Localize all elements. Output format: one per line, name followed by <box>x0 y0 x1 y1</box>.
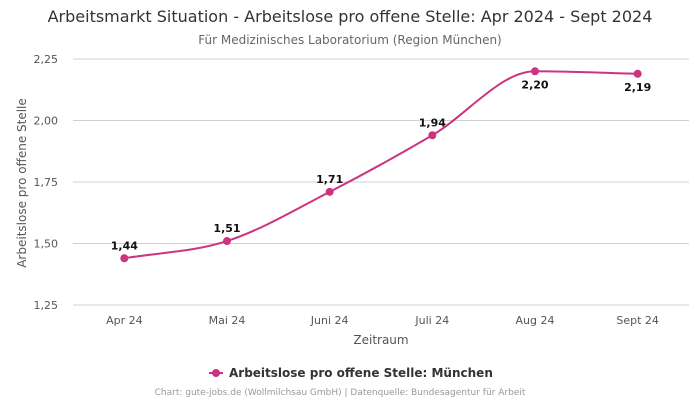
y-tick-labels: 1,25 1,50 1,75 2,00 2,25 <box>34 53 59 312</box>
y-axis-label: Arbeitslose pro offene Stelle <box>15 98 29 268</box>
x-tick-label: Juli 24 <box>414 314 449 327</box>
data-point[interactable] <box>223 237 231 246</box>
x-tick-label: Juni 24 <box>310 314 349 327</box>
data-label: 1,94 <box>419 116 446 129</box>
y-tick-label: 1,75 <box>34 176 59 189</box>
x-tick-label: Apr 24 <box>106 314 143 327</box>
data-point[interactable] <box>120 254 129 263</box>
x-tick-label: Aug 24 <box>516 314 555 327</box>
data-point[interactable] <box>428 131 437 140</box>
x-tick-label: Sept 24 <box>616 314 659 327</box>
data-point[interactable] <box>633 69 642 78</box>
chart-title: Arbeitsmarkt Situation - Arbeitslose pro… <box>48 7 653 26</box>
data-labels: 1,44 1,51 1,71 1,94 2,20 2,19 <box>111 78 651 252</box>
x-tick-label: Mai 24 <box>209 314 246 327</box>
data-label: 2,20 <box>521 78 548 91</box>
data-label: 1,51 <box>213 222 240 235</box>
legend[interactable]: Arbeitslose pro offene Stelle: München <box>209 366 493 380</box>
legend-label[interactable]: Arbeitslose pro offene Stelle: München <box>229 366 493 380</box>
series-layer <box>120 67 642 263</box>
y-tick-label: 1,25 <box>34 299 59 312</box>
chart-credit: Chart: gute-jobs.de (Wollmilchsau GmbH) … <box>155 388 526 398</box>
data-label: 2,19 <box>624 81 651 94</box>
y-tick-label: 2,00 <box>34 115 59 128</box>
data-label: 1,71 <box>316 173 343 186</box>
data-label: 1,44 <box>111 239 138 252</box>
data-point[interactable] <box>325 187 334 196</box>
series-line <box>124 70 638 260</box>
x-tick-labels: Apr 24 Mai 24 Juni 24 Juli 24 Aug 24 Sept 24 <box>106 314 659 327</box>
grid-lines <box>73 58 689 306</box>
chart-subtitle: Für Medizinisches Laboratorium (Region M… <box>198 33 502 47</box>
data-point[interactable] <box>531 67 539 76</box>
y-tick-label: 1,50 <box>34 238 59 251</box>
x-axis-label: Zeitraum <box>353 333 408 347</box>
legend-marker <box>212 369 220 377</box>
y-tick-label: 2,25 <box>34 53 59 66</box>
